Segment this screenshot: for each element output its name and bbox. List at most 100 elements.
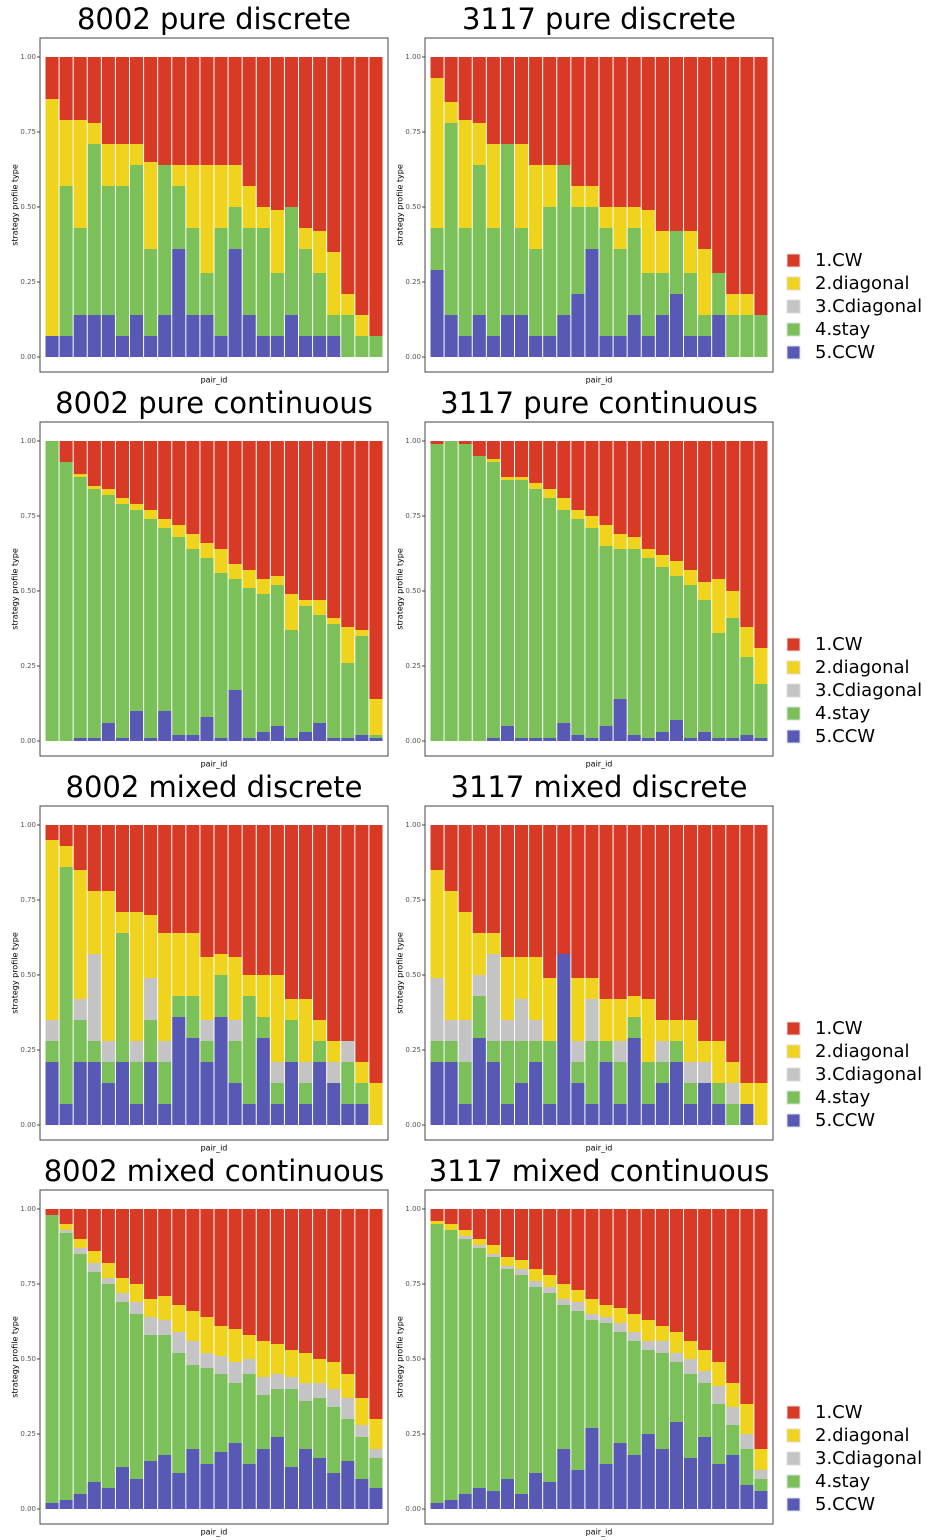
bar-segment xyxy=(543,1275,557,1287)
bar-segment xyxy=(144,1020,158,1062)
y-tick-label: 0.25 xyxy=(405,1430,421,1438)
bar-segment xyxy=(613,1323,627,1332)
bar-segment xyxy=(712,1386,726,1404)
bar-segment xyxy=(613,999,627,1041)
bar-segment xyxy=(458,912,472,1020)
bar-segment xyxy=(684,1104,698,1125)
legend-label: 2.diagonal xyxy=(815,1041,910,1062)
bar-segment xyxy=(284,1389,298,1467)
bar-segment xyxy=(256,1038,270,1125)
y-tick-label: 1.00 xyxy=(405,1205,421,1213)
bar-segment xyxy=(256,1341,270,1377)
bar-segment xyxy=(557,1209,571,1284)
bar-segment xyxy=(200,1317,214,1353)
bar-segment xyxy=(669,294,683,357)
bar-segment xyxy=(458,57,472,120)
bar-segment xyxy=(172,933,186,996)
y-tick-label: 1.00 xyxy=(20,53,36,61)
bar-segment xyxy=(684,825,698,1020)
bar-segment xyxy=(669,1332,683,1353)
bar-segment xyxy=(284,1377,298,1389)
bar-segment xyxy=(585,825,599,978)
bar-segment xyxy=(500,1479,514,1509)
bar-segment xyxy=(698,1209,712,1350)
bar-segment xyxy=(87,738,101,741)
bar-segment xyxy=(698,315,712,336)
bar-segment xyxy=(73,477,87,738)
bar-segment xyxy=(571,294,585,357)
bar-segment xyxy=(115,1062,129,1125)
bar-segment xyxy=(158,1320,172,1335)
bar-segment xyxy=(669,825,683,1020)
bar-segment xyxy=(515,1041,529,1083)
bar-segment xyxy=(472,1245,486,1248)
bar-segment xyxy=(59,336,73,357)
bar-segment xyxy=(130,1314,144,1479)
bar-segment xyxy=(684,1359,698,1374)
bar-segment xyxy=(458,1236,472,1239)
bar-segment xyxy=(158,1335,172,1455)
bar-segment xyxy=(444,57,458,102)
bar-segment xyxy=(87,1263,101,1272)
bar-segment xyxy=(684,570,698,585)
bar-segment xyxy=(228,1209,242,1329)
legend-label: 2.diagonal xyxy=(815,657,910,678)
bar-segment xyxy=(172,1332,186,1353)
bar-segment xyxy=(571,207,585,294)
bar-segment xyxy=(613,57,627,207)
bar-segment xyxy=(327,624,341,738)
bar-segment xyxy=(627,1314,641,1332)
bar-segment xyxy=(73,870,87,999)
bar-segment xyxy=(130,1479,144,1509)
bar-segment xyxy=(430,825,444,870)
legend-swatch xyxy=(786,1067,801,1082)
bar-segment xyxy=(627,228,641,315)
bar-segment xyxy=(599,525,613,546)
bar-segment xyxy=(557,441,571,498)
bar-segment xyxy=(144,441,158,510)
bar-segment xyxy=(529,1062,543,1125)
bar-segment xyxy=(355,57,369,315)
legend-label: 5.CCW xyxy=(815,342,875,363)
bar-segment xyxy=(458,1230,472,1236)
bar-segment xyxy=(101,1263,115,1278)
bar-segment xyxy=(458,1494,472,1509)
bar-segment xyxy=(458,1020,472,1062)
bar-segment xyxy=(655,1449,669,1509)
bar-segment xyxy=(144,1317,158,1335)
bar-segment xyxy=(500,480,514,726)
bar-segment xyxy=(585,1314,599,1320)
legend-label: 1.CW xyxy=(815,1402,863,1423)
bar-segment xyxy=(186,996,200,1038)
chart-title: 8002 pure continuous xyxy=(55,386,373,420)
bar-segment xyxy=(172,249,186,357)
bar-segment xyxy=(158,1041,172,1062)
bar-segment xyxy=(444,825,458,891)
bar-segment xyxy=(242,1209,256,1335)
bar-segment xyxy=(712,441,726,579)
bar-segment xyxy=(186,1311,200,1341)
bar-segment xyxy=(59,1224,73,1230)
bar-segment xyxy=(59,57,73,120)
bar-segment xyxy=(641,549,655,558)
bar-segment xyxy=(754,1209,768,1449)
bar-segment xyxy=(641,1434,655,1509)
chart-title: 8002 mixed continuous xyxy=(44,1154,385,1188)
bar-segment xyxy=(144,825,158,915)
bar-segment xyxy=(115,1293,129,1302)
bar-segment xyxy=(543,165,557,207)
bar-segment xyxy=(299,606,313,732)
bar-segment xyxy=(655,1326,669,1341)
bar-segment xyxy=(284,999,298,1020)
bar-segment xyxy=(214,1209,228,1326)
bar-segment xyxy=(214,228,228,336)
bar-segment xyxy=(430,1224,444,1503)
bar-segment xyxy=(130,825,144,912)
bar-segment xyxy=(369,825,383,1083)
y-tick-label: 0.25 xyxy=(20,278,36,286)
legend-swatch xyxy=(786,322,801,337)
bar-segment xyxy=(430,1209,444,1221)
bar-segment xyxy=(200,717,214,741)
bar-segment xyxy=(228,825,242,957)
bar-segment xyxy=(341,57,355,294)
